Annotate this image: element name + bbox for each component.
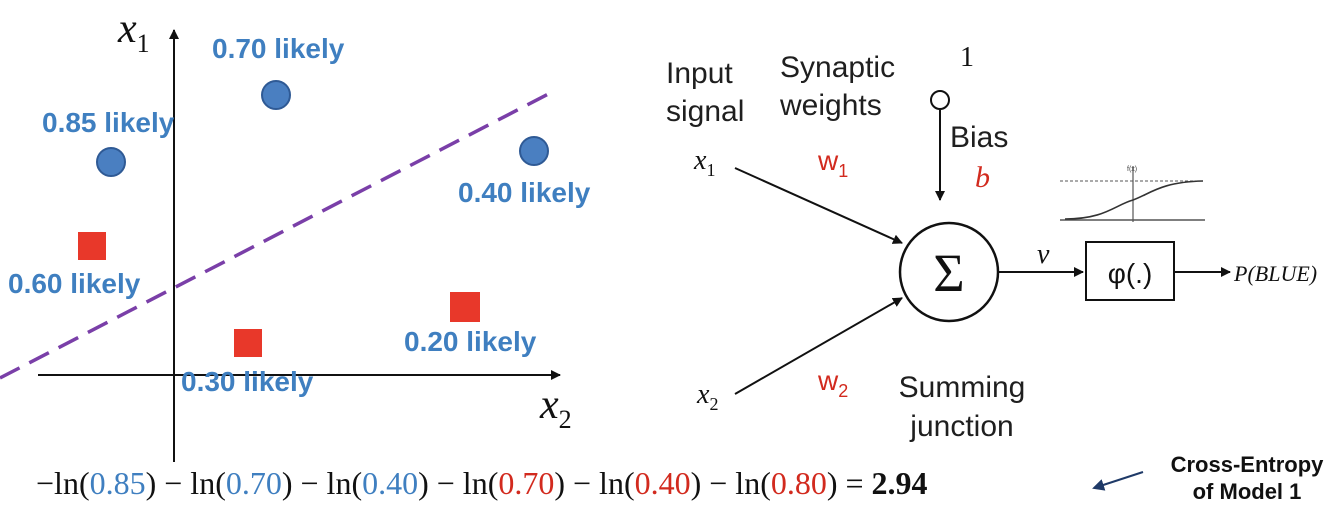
point-label: 0.85 likely	[42, 107, 175, 138]
annotation-text: Cross-Entropy of Model 1	[1171, 452, 1325, 504]
x2-connection	[734, 297, 903, 395]
summing-junction-label: Summing junction	[899, 371, 1026, 443]
output-label: P(BLUE)	[1233, 261, 1317, 286]
eq-term-value: 0.40	[635, 465, 691, 501]
point-label: 0.40 likely	[458, 177, 591, 208]
input-signal-label: Input signal	[666, 57, 744, 128]
eq-term-value: 0.70	[498, 465, 554, 501]
blue-point	[519, 136, 549, 166]
annotation-arrow	[1092, 471, 1144, 491]
y-axis-label: x1	[117, 6, 150, 58]
eq-result: 2.94	[872, 465, 928, 501]
cross-entropy-equation: −ln(0.85) − ln(0.70) − ln(0.40) − ln(0.7…	[36, 465, 928, 501]
svg-text:−ln(0.85) − ln(0.70): −ln(0.85) − ln(0.70) − ln(0.40) − ln(0.7…	[36, 465, 928, 501]
eq-term-value: 0.40	[362, 465, 418, 501]
eq-term-value: 0.70	[226, 465, 282, 501]
bias-symbol: b	[975, 161, 990, 194]
eq-term-prefix: − ln(	[301, 465, 363, 501]
red-point	[78, 232, 106, 260]
eq-term-prefix: − ln(	[573, 465, 635, 501]
eq-equals: =	[846, 465, 872, 501]
sigmoid-thumbnail-label: f(x)	[1127, 166, 1137, 173]
blue-point	[96, 147, 126, 177]
activation-label: φ(.)	[1108, 258, 1153, 289]
point-label: 0.70 likely	[212, 33, 345, 64]
w1-label: w1	[817, 145, 848, 181]
red-point	[234, 329, 262, 357]
neuron-diagram: Input signal Synaptic weights 1 Bias b x1 …	[666, 42, 1317, 443]
point-label: 0.30 likely	[181, 366, 314, 397]
bias-label: Bias	[950, 121, 1008, 154]
scatter-plot: x1 x2 0.70 likely 0.85 likely 0.40 likel…	[0, 6, 591, 462]
v-label: v	[1037, 239, 1050, 270]
eq-term-prefix: − ln(	[437, 465, 499, 501]
x-axis-label: x2	[539, 382, 572, 434]
eq-term-prefix: − ln(	[709, 465, 771, 501]
synaptic-weights-label: Synaptic weights	[779, 51, 895, 122]
cross-entropy-annotation: Cross-Entropy of Model 1	[1092, 452, 1325, 504]
eq-term-prefix: −ln(	[36, 465, 90, 501]
eq-term-value: 0.80	[771, 465, 827, 501]
blue-point	[261, 80, 291, 110]
sigma-symbol: Σ	[933, 243, 964, 303]
point-label: 0.20 likely	[404, 326, 537, 357]
bias-node	[930, 90, 950, 110]
eq-term-value: 0.85	[90, 465, 146, 501]
point-label: 0.60 likely	[8, 268, 141, 299]
x1-input-label: x1	[693, 145, 715, 180]
sigmoid-thumbnail: f(x)	[1060, 166, 1205, 222]
bias-input-label: 1	[960, 42, 974, 73]
red-point	[450, 292, 480, 322]
activation-box	[1085, 241, 1175, 301]
w2-label: w2	[817, 365, 848, 401]
decision-boundary	[0, 88, 557, 380]
x2-input-label: x2	[696, 379, 718, 414]
x1-connection	[734, 167, 903, 244]
eq-term-prefix: − ln(	[164, 465, 226, 501]
